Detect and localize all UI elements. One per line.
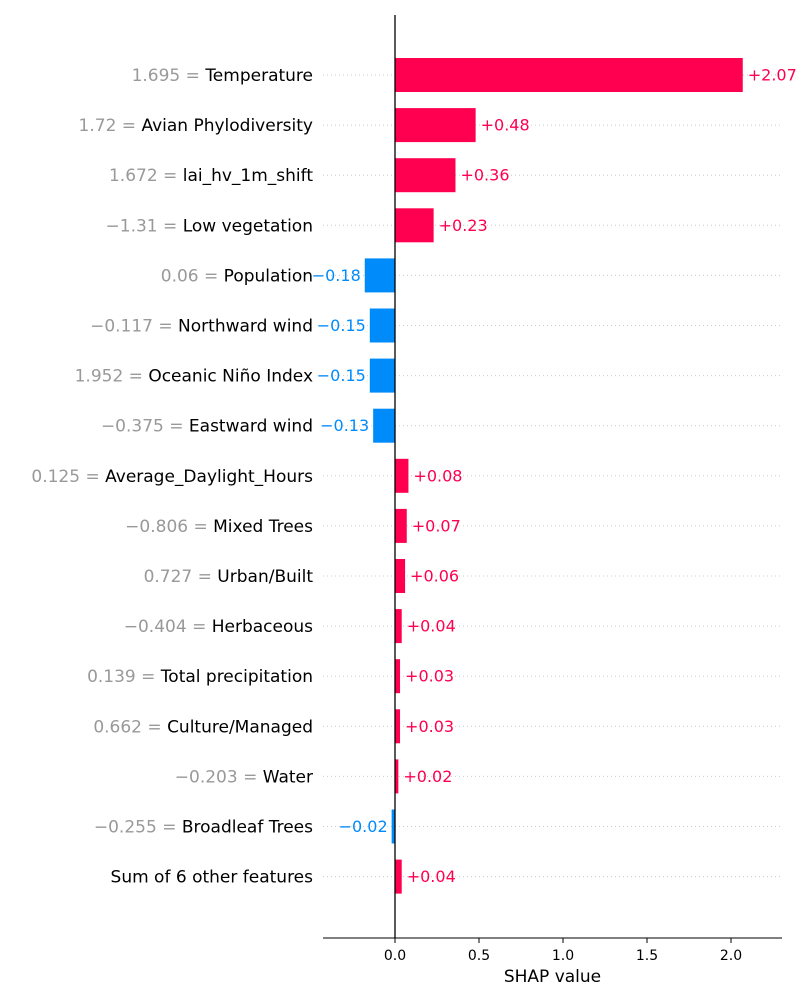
feature-value: 1.695 = <box>132 66 206 86</box>
bar <box>369 358 395 393</box>
feature-value: −0.375 = <box>101 417 189 437</box>
feature-value: 0.125 = <box>31 467 105 487</box>
feature-label: 1.672 = lai_hv_1m_shift <box>109 166 313 186</box>
x-tick-label: 2.0 <box>720 948 742 964</box>
feature-value: 1.72 = <box>79 116 142 136</box>
feature-value: 0.727 = <box>144 567 218 587</box>
bar <box>364 258 395 293</box>
feature-label: 0.727 = Urban/Built <box>144 567 314 587</box>
feature-label: 0.125 = Average_Daylight_Hours <box>31 467 313 487</box>
feature-name: Sum of 6 other features <box>111 868 314 888</box>
x-axis: 0.0 0.5 1.0 1.5 2.0 SHAP value <box>323 937 782 987</box>
bar-value-label: +0.03 <box>405 717 454 736</box>
bar <box>395 659 401 694</box>
bar <box>395 508 407 543</box>
feature-value: 1.952 = <box>75 367 149 387</box>
bar-value-label: +0.04 <box>407 867 456 886</box>
x-tick-label: 1.5 <box>636 948 658 964</box>
feature-value: 0.662 = <box>93 717 167 737</box>
x-tick-label: 1.0 <box>552 948 574 964</box>
feature-name: Average_Daylight_Hours <box>105 467 313 487</box>
feature-value: 1.672 = <box>109 166 183 186</box>
bar <box>395 58 743 92</box>
feature-name: lai_hv_1m_shift <box>183 166 314 186</box>
bar-value-label: +0.07 <box>412 516 461 535</box>
bar-value-label: +0.04 <box>407 617 456 636</box>
feature-name: Total precipitation <box>160 667 313 687</box>
bar <box>395 709 401 744</box>
feature-value: −0.806 = <box>125 517 213 537</box>
bar <box>395 458 409 493</box>
bar-value-label: +0.36 <box>460 166 509 185</box>
x-ticks: 0.0 0.5 1.0 1.5 2.0 <box>384 938 742 964</box>
bar-value-label: +0.06 <box>410 567 459 586</box>
bar-value-label: −0.18 <box>312 266 361 285</box>
feature-name: Population <box>224 266 313 286</box>
feature-value: −0.117 = <box>90 317 178 337</box>
feature-label: 0.139 = Total precipitation <box>87 667 313 687</box>
feature-value: −0.255 = <box>94 818 182 838</box>
feature-label: 0.662 = Culture/Managed <box>93 717 313 737</box>
feature-label: 1.695 = Temperature <box>132 66 313 86</box>
feature-label: −1.31 = Low vegetation <box>106 216 313 236</box>
feature-label: Sum of 6 other features <box>111 868 314 888</box>
feature-name: Low vegetation <box>183 216 313 236</box>
bar-value-label: −0.15 <box>317 366 366 385</box>
bar-value-label: +0.03 <box>405 667 454 686</box>
bar <box>395 158 456 193</box>
feature-label: 1.72 = Avian Phylodiversity <box>79 116 313 136</box>
x-tick-label: 0.0 <box>384 948 406 964</box>
bar <box>395 559 406 593</box>
bar <box>369 308 395 343</box>
bar-value-label: −0.15 <box>317 316 366 335</box>
bar-value-label: +0.23 <box>439 216 488 235</box>
bar <box>395 759 399 794</box>
bar <box>395 859 402 894</box>
feature-labels: 1.695 = Temperature 1.72 = Avian Phylodiv… <box>31 66 313 888</box>
row-guides <box>323 74 782 878</box>
feature-name: Northward wind <box>178 317 313 337</box>
bar-value-label: +2.07 <box>748 66 797 85</box>
feature-label: −0.806 = Mixed Trees <box>125 517 313 537</box>
feature-value: −0.203 = <box>175 767 263 787</box>
feature-value: 0.139 = <box>87 667 161 687</box>
x-axis-title: SHAP value <box>504 967 601 987</box>
feature-name: Eastward wind <box>189 417 313 437</box>
bar-value-label: +0.48 <box>481 116 530 135</box>
feature-label: −0.375 = Eastward wind <box>101 417 313 437</box>
feature-name: Temperature <box>204 66 313 86</box>
feature-name: Culture/Managed <box>167 717 313 737</box>
feature-value: 0.06 = <box>161 266 224 286</box>
bar-value-label: +0.08 <box>413 466 462 485</box>
feature-name: Water <box>263 767 313 787</box>
bar-value-label: −0.02 <box>339 817 388 836</box>
feature-value: −1.31 = <box>106 216 183 236</box>
feature-label: −0.203 = Water <box>175 767 313 787</box>
feature-label: 1.952 = Oceanic Niño Index <box>75 367 313 387</box>
bar <box>395 609 402 644</box>
feature-name: Urban/Built <box>217 567 313 587</box>
bar <box>395 108 476 143</box>
feature-name: Oceanic Niño Index <box>148 367 313 387</box>
feature-name: Avian Phylodiversity <box>141 116 313 136</box>
feature-label: −0.404 = Herbaceous <box>124 617 313 637</box>
feature-value: −0.404 = <box>124 617 212 637</box>
bar <box>391 809 395 844</box>
bar <box>395 208 434 243</box>
feature-name: Herbaceous <box>212 617 313 637</box>
bar-value-label: −0.13 <box>320 416 369 435</box>
bar-value-labels: +2.07 +0.48 +0.36 +0.23 −0.18 −0.15 −0.15 −0.13… <box>312 66 797 887</box>
feature-name: Mixed Trees <box>213 517 313 537</box>
x-tick-label: 0.5 <box>468 948 490 964</box>
bar <box>373 408 395 443</box>
feature-label: −0.117 = Northward wind <box>90 317 313 337</box>
feature-label: −0.255 = Broadleaf Trees <box>94 818 313 838</box>
bars <box>364 58 743 894</box>
feature-label: 0.06 = Population <box>161 266 313 286</box>
bar-value-label: +0.02 <box>403 767 452 786</box>
feature-name: Broadleaf Trees <box>182 818 313 838</box>
